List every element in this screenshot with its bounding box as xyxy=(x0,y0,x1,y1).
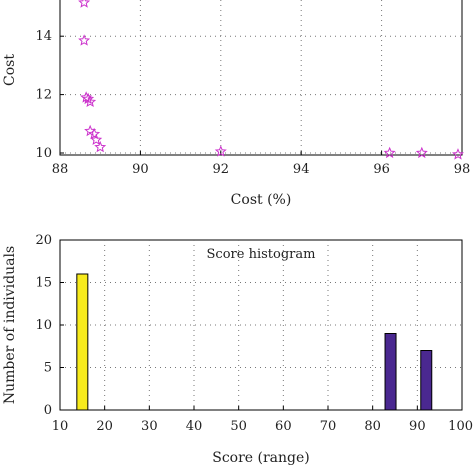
y-tick-label: 14 xyxy=(35,29,52,44)
x-tick-label: 100 xyxy=(448,419,473,434)
histogram-title: Score histogram xyxy=(207,247,316,262)
histogram-x-axis-label: Score (range) xyxy=(212,450,310,466)
x-tick-label: 96 xyxy=(373,162,390,177)
histogram-x-ticks: 10 20 30 40 50 60 70 80 90 100 xyxy=(52,406,473,434)
scatter-panel: 88 90 92 94 96 98 10 12 14 Cost (%) Cost xyxy=(2,0,470,208)
scatter-x-ticks: 88 90 92 94 96 98 xyxy=(52,151,471,177)
y-tick-label: 10 xyxy=(35,146,52,161)
histogram-bar xyxy=(384,333,397,411)
x-tick-label: 90 xyxy=(409,419,426,434)
x-tick-label: 60 xyxy=(275,419,292,434)
y-tick-label: 12 xyxy=(35,88,52,103)
x-tick-label: 70 xyxy=(320,419,337,434)
scatter-plot-area xyxy=(59,0,463,156)
scatter-point xyxy=(451,148,464,160)
scatter-y-axis-label: Cost xyxy=(2,54,18,86)
histogram-bar xyxy=(420,350,433,411)
histogram-y-axis-label: Number of individuals xyxy=(2,246,18,404)
histogram-bars xyxy=(76,273,433,411)
y-tick-label: 10 xyxy=(35,318,52,333)
scatter-point xyxy=(82,92,95,105)
scatter-point xyxy=(78,34,91,46)
y-tick-label: 0 xyxy=(44,403,52,418)
x-tick-label: 50 xyxy=(230,419,247,434)
scatter-point xyxy=(383,146,396,159)
histogram-panel: Score histogram 10 20 30 40 50 60 70 80 90 100 0 5… xyxy=(2,233,473,466)
scatter-y-ticks: 10 12 14 xyxy=(35,29,64,161)
histogram-bar xyxy=(76,273,89,411)
y-tick-label: 15 xyxy=(35,276,52,291)
scatter-grid xyxy=(60,0,462,155)
x-tick-label: 98 xyxy=(454,162,471,177)
histogram-grid xyxy=(60,240,462,410)
scatter-x-axis-label: Cost (%) xyxy=(231,192,292,208)
histogram-y-ticks: 0 5 10 15 20 xyxy=(35,233,64,418)
y-tick-label: 20 xyxy=(35,233,52,248)
scatter-point xyxy=(88,127,101,140)
scatter-point xyxy=(90,133,103,145)
scatter-points xyxy=(78,0,464,160)
x-tick-label: 10 xyxy=(52,419,69,434)
x-tick-label: 88 xyxy=(52,162,69,177)
x-tick-label: 90 xyxy=(132,162,149,177)
x-tick-label: 80 xyxy=(364,419,381,434)
x-tick-label: 94 xyxy=(293,162,310,177)
y-tick-label: 5 xyxy=(44,361,52,376)
x-tick-label: 20 xyxy=(96,419,113,434)
scatter-point xyxy=(78,0,91,8)
scatter-point xyxy=(84,95,97,108)
scatter-point xyxy=(94,140,107,153)
x-tick-label: 40 xyxy=(186,419,203,434)
scatter-point xyxy=(415,146,428,159)
x-tick-label: 92 xyxy=(213,162,230,177)
scatter-point xyxy=(214,145,227,157)
x-tick-label: 30 xyxy=(141,419,158,434)
